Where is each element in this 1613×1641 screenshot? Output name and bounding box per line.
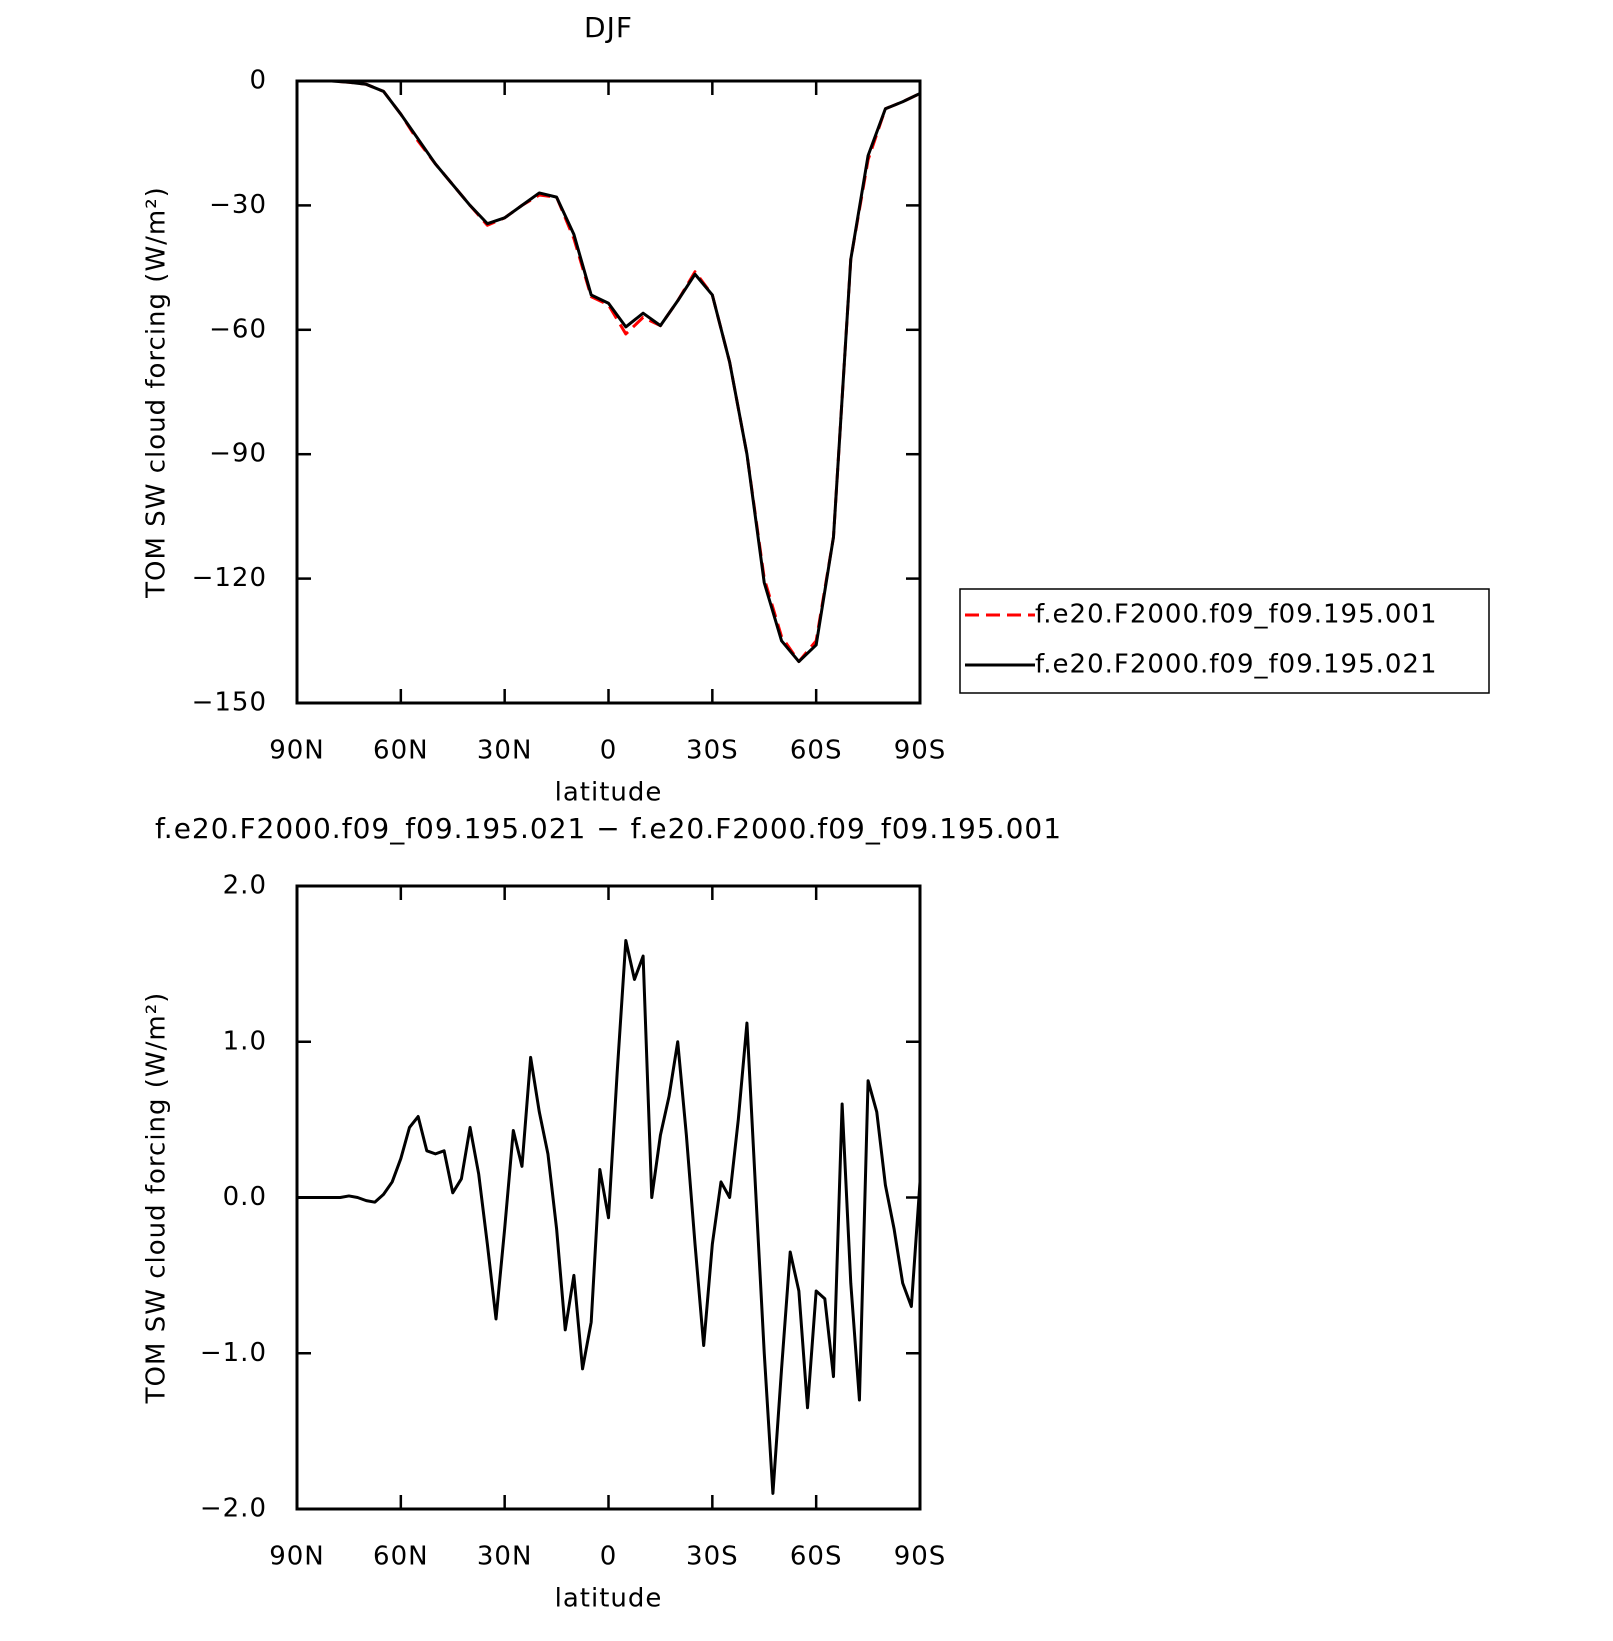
x-tick-label: 30S [686, 1542, 739, 1572]
x-tick-label: 60N [373, 736, 429, 766]
x-axis-title: latitude [555, 1584, 663, 1614]
plot-frame [295, 884, 922, 1511]
legend-box [959, 588, 1490, 694]
y-tick-label: 1.0 [223, 1026, 267, 1056]
x-tick-label: 0 [600, 1542, 618, 1572]
y-tick-label: −1.0 [200, 1338, 267, 1368]
x-tick-label: 90S [894, 736, 947, 766]
x-tick-label: 90S [894, 1542, 947, 1572]
x-tick-label: 0 [600, 736, 618, 766]
y-tick-label: −30 [209, 190, 267, 220]
y-tick-label: 0 [249, 66, 267, 96]
y-tick-label: −2.0 [200, 1494, 267, 1524]
x-tick-label: 60S [790, 736, 843, 766]
y-tick-label: 2.0 [223, 871, 267, 901]
x-tick-label: 30N [477, 736, 533, 766]
data-line [297, 79, 921, 664]
chart-title: f.e20.F2000.f09_f09.195.021 − f.e20.F200… [155, 812, 1062, 845]
y-tick-label: −150 [192, 688, 267, 718]
x-tick-label: 90N [269, 736, 325, 766]
y-axis-title: TOM SW cloud forcing (W/m²) [142, 186, 172, 599]
x-axis-title: latitude [555, 778, 663, 808]
x-tick-label: 60N [373, 1542, 429, 1572]
y-tick-label: −90 [209, 439, 267, 469]
chart-title: DJF [584, 11, 633, 44]
y-tick-label: −120 [192, 563, 267, 593]
legend-label: f.e20.F2000.f09_f09.195.001 [1035, 600, 1438, 630]
y-tick-label: −60 [209, 314, 267, 344]
x-tick-label: 90N [269, 1542, 325, 1572]
x-tick-label: 60S [790, 1542, 843, 1572]
data-line [297, 939, 922, 1495]
y-axis-title: TOM SW cloud forcing (W/m²) [142, 992, 172, 1405]
x-tick-label: 30S [686, 736, 739, 766]
x-tick-label: 30N [477, 1542, 533, 1572]
y-tick-label: 0.0 [223, 1182, 267, 1212]
plot-frame [295, 79, 922, 705]
legend-label: f.e20.F2000.f09_f09.195.021 [1035, 650, 1438, 680]
